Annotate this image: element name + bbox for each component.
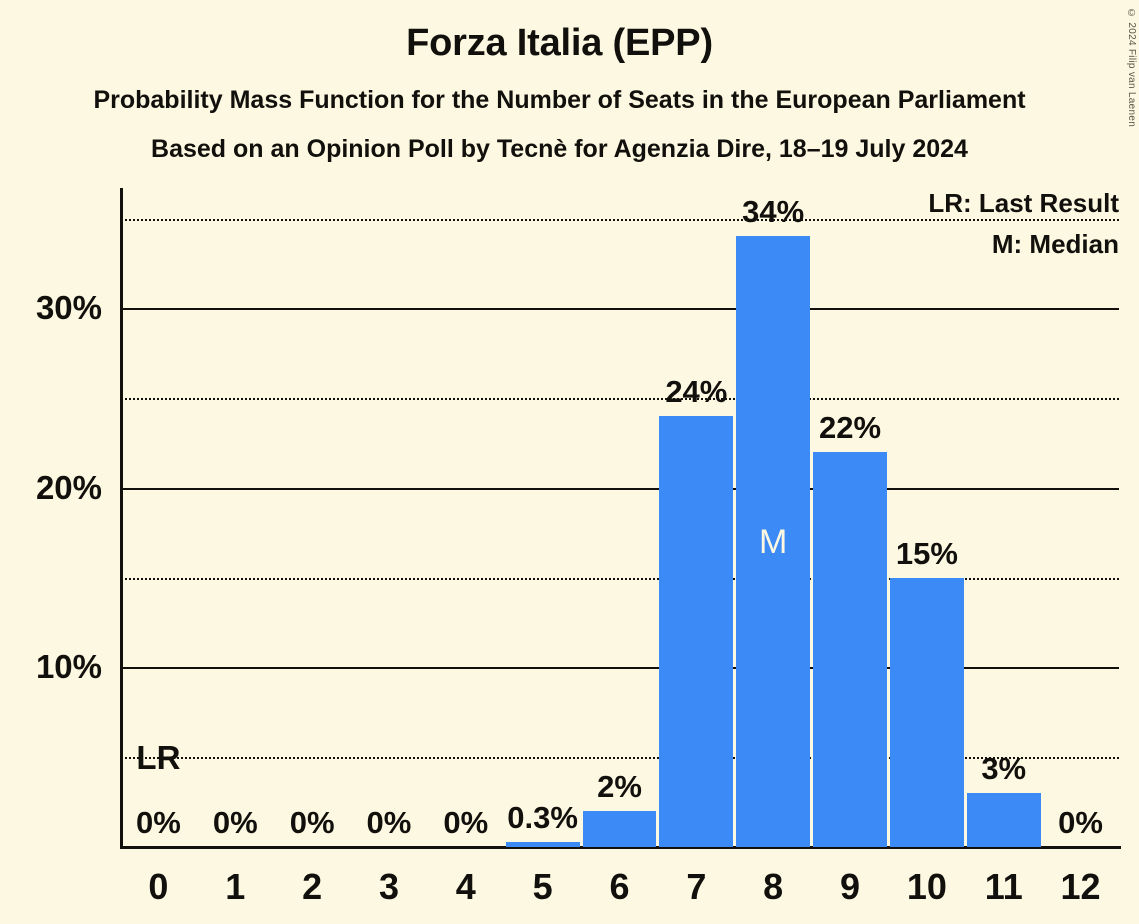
x-axis-tick-label: 7 (686, 866, 707, 907)
x-axis-tick-label: 4 (455, 866, 476, 907)
y-axis-tick-label: 10% (35, 648, 102, 686)
chart-source-note: Based on an Opinion Poll by Tecnè for Ag… (151, 135, 968, 163)
x-axis-tick-label: 0 (148, 866, 169, 907)
legend-entry-median: M: Median (991, 229, 1119, 259)
bar-value-label: 0.3% (507, 799, 578, 835)
gridline-major (120, 667, 1119, 670)
bar-value-label: 15% (895, 535, 958, 571)
gridline-minor (120, 757, 1119, 760)
bar[interactable] (505, 841, 580, 847)
x-axis-tick-label: 5 (532, 866, 553, 907)
chart-title: Forza Italia (EPP) (406, 22, 713, 64)
legend-entry-last-result: LR: Last Result (928, 188, 1119, 218)
bar-value-label: 0% (366, 805, 412, 840)
chart-subtitle: Probability Mass Function for the Number… (93, 86, 1026, 114)
bar-value-label: 34% (742, 194, 805, 230)
x-axis-tick-label: 3 (378, 866, 399, 907)
x-axis-tick-label: 8 (763, 866, 784, 907)
copyright-notice: © 2024 Filip van Laenen (1126, 8, 1137, 128)
bar-value-label: 22% (819, 409, 882, 445)
gridline-major (120, 308, 1119, 311)
bar-value-label: 0% (289, 805, 335, 840)
x-axis-tick-label: 10 (906, 866, 947, 907)
bar-value-label: 0% (136, 805, 181, 840)
x-axis-line (120, 846, 1121, 849)
y-axis-tick-label: 20% (35, 468, 102, 506)
x-axis-tick-label: 9 (840, 866, 861, 907)
bar[interactable] (659, 416, 734, 847)
x-axis-tick-label: 12 (1060, 866, 1101, 907)
x-axis-tick-label: 2 (302, 866, 323, 907)
gridline-major (120, 487, 1119, 490)
last-result-marker: LR (136, 739, 181, 777)
gridline-minor (120, 398, 1119, 401)
bar[interactable] (889, 577, 964, 847)
chart-legend: LR: Last Result M: Median (928, 183, 1119, 265)
bar-value-label: 3% (981, 751, 1027, 787)
median-marker: M (759, 523, 788, 562)
x-axis-tick-label: 1 (225, 866, 246, 907)
bar[interactable] (813, 451, 887, 847)
bar-value-label: 0% (1058, 805, 1103, 840)
y-axis-tick-label: 30% (35, 289, 102, 327)
x-axis-tick-label: 11 (984, 866, 1023, 907)
bar-value-label: 2% (597, 769, 642, 805)
x-axis-tick-label: 6 (609, 866, 630, 907)
bar[interactable] (966, 793, 1041, 847)
bar-value-label: 24% (665, 374, 728, 410)
y-axis-line (120, 188, 123, 849)
gridline-minor (120, 218, 1119, 221)
bar[interactable] (582, 811, 657, 847)
plot-area: 0% 0% 0% 0% 0% 0.3% 2% 24% 34% 22% 15% 3% 0% M LR (120, 188, 1119, 847)
gridline-minor (120, 577, 1119, 580)
bar-value-label: 0% (212, 805, 258, 840)
bar-value-label: 0% (443, 805, 489, 840)
bar[interactable] (736, 236, 811, 847)
